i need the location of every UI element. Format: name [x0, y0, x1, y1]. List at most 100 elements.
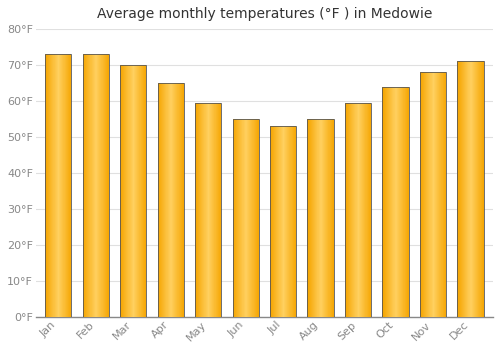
Bar — [434, 72, 435, 317]
Bar — [199, 103, 200, 317]
Bar — [270, 126, 271, 317]
Bar — [201, 103, 202, 317]
Bar — [96, 54, 98, 317]
Bar — [276, 126, 277, 317]
Bar — [202, 103, 203, 317]
Bar — [142, 65, 143, 317]
Bar — [64, 54, 65, 317]
Bar — [248, 119, 249, 317]
Bar — [444, 72, 445, 317]
Bar — [437, 72, 438, 317]
Bar — [170, 83, 171, 317]
Bar — [127, 65, 128, 317]
Bar — [445, 72, 446, 317]
Bar — [382, 86, 408, 317]
Bar — [126, 65, 127, 317]
Bar — [121, 65, 122, 317]
Bar — [426, 72, 427, 317]
Bar — [51, 54, 52, 317]
Bar — [144, 65, 146, 317]
Bar — [348, 103, 349, 317]
Bar — [67, 54, 68, 317]
Bar — [200, 103, 201, 317]
Bar — [368, 103, 369, 317]
Bar — [476, 62, 477, 317]
Bar — [254, 119, 255, 317]
Bar — [69, 54, 70, 317]
Bar — [204, 103, 205, 317]
Bar — [166, 83, 167, 317]
Bar — [120, 65, 121, 317]
Bar — [328, 119, 329, 317]
Bar — [175, 83, 176, 317]
Bar — [105, 54, 106, 317]
Bar — [388, 86, 389, 317]
Bar — [195, 103, 222, 317]
Bar — [123, 65, 124, 317]
Bar — [362, 103, 363, 317]
Bar — [435, 72, 436, 317]
Bar — [459, 62, 460, 317]
Bar — [63, 54, 64, 317]
Bar — [317, 119, 318, 317]
Bar — [247, 119, 248, 317]
Bar — [93, 54, 94, 317]
Bar — [369, 103, 370, 317]
Bar — [428, 72, 429, 317]
Bar — [257, 119, 258, 317]
Bar — [244, 119, 245, 317]
Bar — [477, 62, 478, 317]
Bar — [217, 103, 218, 317]
Bar — [294, 126, 295, 317]
Bar — [284, 126, 285, 317]
Bar — [474, 62, 475, 317]
Bar — [241, 119, 242, 317]
Bar — [47, 54, 48, 317]
Bar — [71, 54, 72, 317]
Bar — [87, 54, 88, 317]
Bar — [465, 62, 466, 317]
Bar — [308, 119, 309, 317]
Bar — [216, 103, 217, 317]
Bar — [108, 54, 109, 317]
Bar — [122, 65, 123, 317]
Bar — [165, 83, 166, 317]
Bar — [279, 126, 280, 317]
Bar — [91, 54, 92, 317]
Bar — [197, 103, 198, 317]
Bar — [209, 103, 210, 317]
Bar — [214, 103, 215, 317]
Bar — [432, 72, 433, 317]
Bar — [132, 65, 133, 317]
Bar — [258, 119, 259, 317]
Bar — [136, 65, 137, 317]
Bar — [131, 65, 132, 317]
Bar — [207, 103, 208, 317]
Bar — [424, 72, 425, 317]
Bar — [270, 126, 296, 317]
Bar — [350, 103, 351, 317]
Bar — [401, 86, 402, 317]
Bar — [88, 54, 89, 317]
Bar — [327, 119, 328, 317]
Bar — [420, 72, 421, 317]
Bar — [472, 62, 473, 317]
Bar — [54, 54, 55, 317]
Bar — [478, 62, 479, 317]
Bar — [246, 119, 247, 317]
Bar — [273, 126, 274, 317]
Bar — [427, 72, 428, 317]
Bar — [429, 72, 430, 317]
Bar — [405, 86, 406, 317]
Bar — [167, 83, 168, 317]
Bar — [232, 119, 233, 317]
Bar — [211, 103, 212, 317]
Bar — [462, 62, 463, 317]
Bar — [84, 54, 85, 317]
Bar — [219, 103, 220, 317]
Bar — [330, 119, 331, 317]
Bar — [124, 65, 125, 317]
Bar — [480, 62, 481, 317]
Bar — [329, 119, 330, 317]
Bar — [321, 119, 322, 317]
